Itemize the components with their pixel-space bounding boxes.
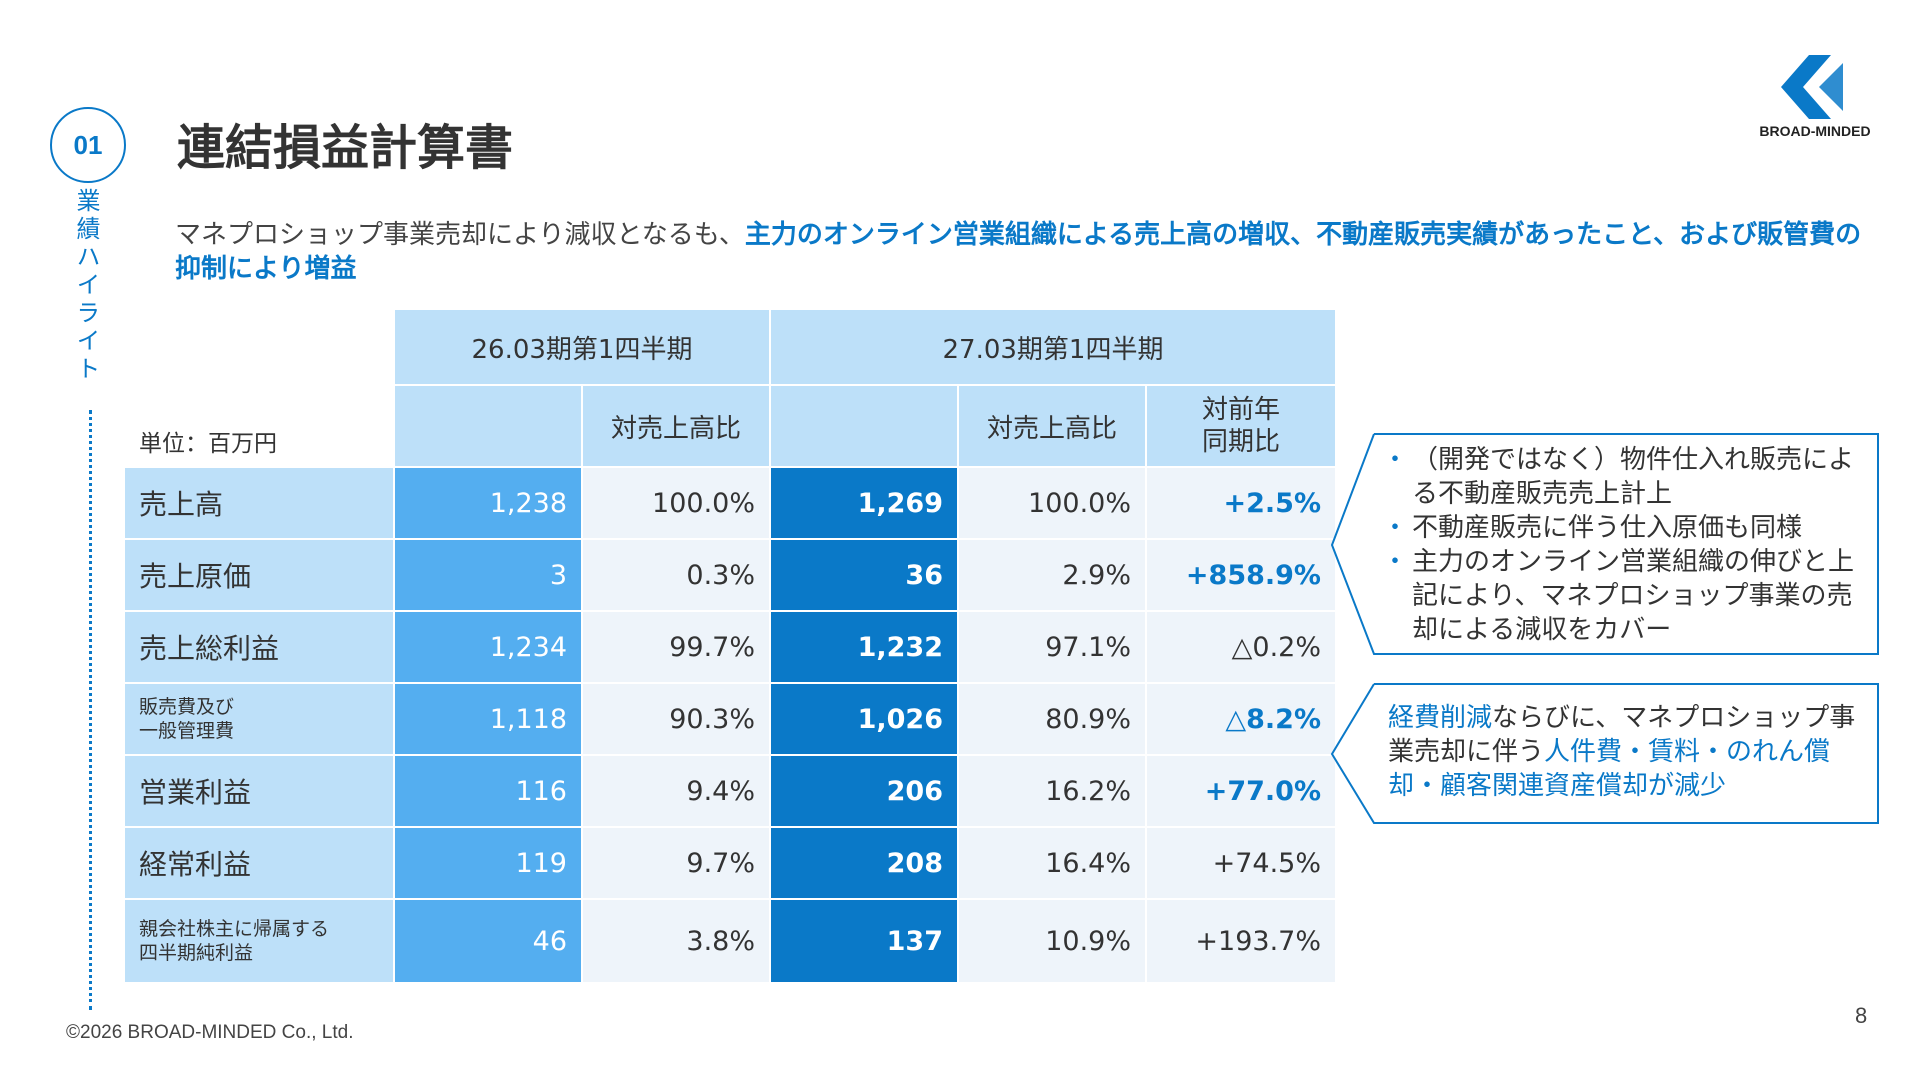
page-title: 連結損益計算書 <box>177 120 514 176</box>
cur-ratio: 97.1% <box>959 612 1145 682</box>
cur-value: 206 <box>771 756 957 826</box>
cur-ratio: 16.4% <box>959 828 1145 898</box>
section-number-badge: 01 <box>50 107 126 183</box>
yoy-value: △8.2% <box>1147 684 1335 754</box>
callout-expenses-p1: 経費削減 <box>1388 703 1493 733</box>
dotted-divider <box>89 410 92 1010</box>
yoy-value: △0.2% <box>1147 612 1335 682</box>
header-yoy: 対前年 同期比 <box>1147 386 1335 466</box>
callout-sales-list: （開発ではなく）物件仕入れ販売による不動産販売売上計上 不動産販売に伴う仕入原価… <box>1382 443 1860 647</box>
header-cur-ratio: 対売上高比 <box>959 386 1145 466</box>
prev-ratio: 3.8% <box>583 900 769 982</box>
row-label: 売上高 <box>125 468 393 538</box>
cur-ratio: 100.0% <box>959 468 1145 538</box>
yoy-value: +74.5% <box>1147 828 1335 898</box>
cur-value: 1,269 <box>771 468 957 538</box>
header-cur-period: 27.03期第1四半期 <box>771 310 1335 384</box>
cur-value: 1,232 <box>771 612 957 682</box>
prev-value: 1,238 <box>395 468 581 538</box>
row-label: 売上総利益 <box>125 612 393 682</box>
prev-value: 116 <box>395 756 581 826</box>
cur-value: 1,026 <box>771 684 957 754</box>
copyright: ©2026 BROAD-MINDED Co., Ltd. <box>66 1022 354 1043</box>
section-number: 01 <box>73 129 103 160</box>
callout-expenses-text: 経費削減ならびに、マネプロショップ事業売却に伴う人件費・賃料・のれん償却・顧客関… <box>1388 701 1866 803</box>
prev-value: 46 <box>395 900 581 982</box>
yoy-value: +77.0% <box>1147 756 1335 826</box>
lead-text: マネプロショップ事業売却により減収となるも、主力のオンライン営業組織による売上高… <box>175 218 1865 286</box>
cur-ratio: 80.9% <box>959 684 1145 754</box>
cur-ratio: 16.2% <box>959 756 1145 826</box>
cur-ratio: 2.9% <box>959 540 1145 610</box>
callout-sales-bullet: 主力のオンライン営業組織の伸びと上記により、マネプロショップ事業の売却による減収… <box>1382 545 1860 647</box>
row-label: 販売費及び 一般管理費 <box>125 684 393 754</box>
page-number: 8 <box>1855 1003 1868 1028</box>
logo-mark-icon <box>1781 55 1843 119</box>
lead-highlight: 主力のオンライン営業組織による売上高の増収、不動産販売実績があったこと、および販… <box>175 220 1862 284</box>
lead-normal: マネプロショップ事業売却により減収となるも、 <box>175 220 745 250</box>
header-prev-period: 26.03期第1四半期 <box>395 310 769 384</box>
row-label: 売上原価 <box>125 540 393 610</box>
prev-ratio: 0.3% <box>583 540 769 610</box>
cur-value: 137 <box>771 900 957 982</box>
prev-ratio: 9.4% <box>583 756 769 826</box>
callout-expenses-p2: ならびに、マネプロショップ事業売却に伴う <box>1388 703 1856 767</box>
yoy-value: +858.9% <box>1147 540 1335 610</box>
prev-value: 1,118 <box>395 684 581 754</box>
row-label: 親会社株主に帰属する 四半期純利益 <box>125 900 393 982</box>
cur-value: 208 <box>771 828 957 898</box>
prev-value: 3 <box>395 540 581 610</box>
prev-value: 1,234 <box>395 612 581 682</box>
callout-expenses: 経費削減ならびに、マネプロショップ事業売却に伴う人件費・賃料・のれん償却・顧客関… <box>1330 683 1880 825</box>
callout-sales-bullet: 不動産販売に伴う仕入原価も同様 <box>1382 511 1860 545</box>
prev-ratio: 90.3% <box>583 684 769 754</box>
prev-ratio: 99.7% <box>583 612 769 682</box>
header-cur-value <box>771 386 957 466</box>
unit-label: 単位：百万円 <box>139 431 277 457</box>
section-label: 業績ハイライト <box>72 188 100 384</box>
header-prev-ratio: 対売上高比 <box>583 386 769 466</box>
callout-sales: （開発ではなく）物件仕入れ販売による不動産販売売上計上 不動産販売に伴う仕入原価… <box>1330 433 1880 656</box>
header-prev-value <box>395 386 581 466</box>
callout-sales-bullet: （開発ではなく）物件仕入れ販売による不動産販売売上計上 <box>1382 443 1860 511</box>
cur-value: 36 <box>771 540 957 610</box>
yoy-value: +2.5% <box>1147 468 1335 538</box>
prev-ratio: 100.0% <box>583 468 769 538</box>
row-label: 営業利益 <box>125 756 393 826</box>
callout-expenses-frame <box>1330 683 1879 824</box>
company-logo: BROAD-MINDED <box>1755 55 1875 145</box>
callout-expenses-p3: 人件費・賃料・のれん償却・顧客関連資産償却が減少 <box>1388 737 1831 801</box>
yoy-value: +193.7% <box>1147 900 1335 982</box>
row-label: 経常利益 <box>125 828 393 898</box>
cur-ratio: 10.9% <box>959 900 1145 982</box>
prev-ratio: 9.7% <box>583 828 769 898</box>
logo-text: BROAD-MINDED <box>1759 123 1871 139</box>
prev-value: 119 <box>395 828 581 898</box>
